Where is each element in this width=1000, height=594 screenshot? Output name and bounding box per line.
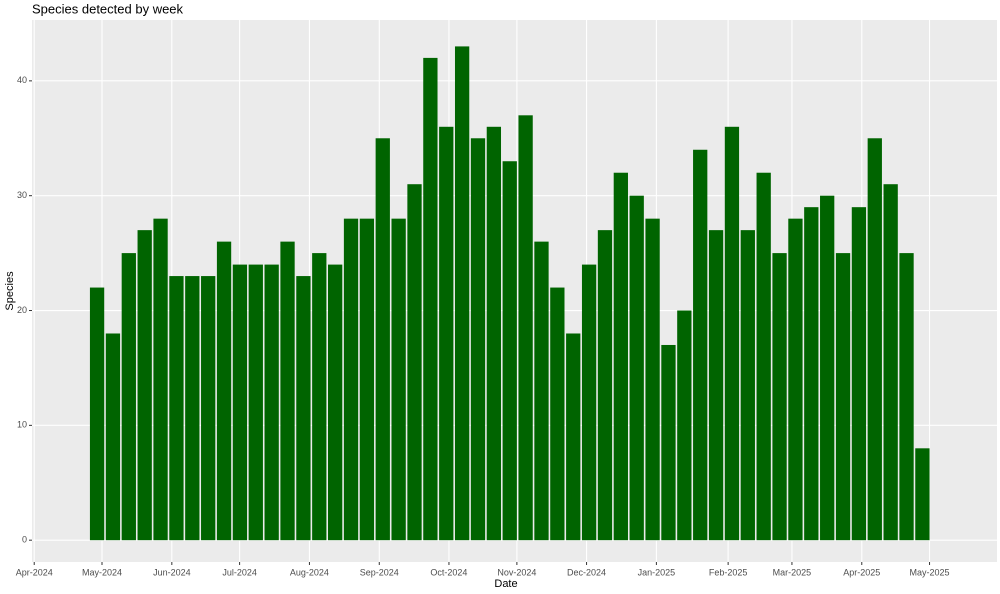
bar <box>454 46 470 541</box>
bar <box>502 161 517 541</box>
bar <box>296 276 311 541</box>
y-tick-label: 30 <box>17 190 27 200</box>
x-tick-label: Jan-2025 <box>638 567 676 577</box>
bar <box>312 253 327 541</box>
bar <box>835 253 851 541</box>
x-tick-label: Sep-2024 <box>360 567 399 577</box>
bar <box>486 126 502 541</box>
bar <box>788 218 803 541</box>
bar <box>661 344 676 541</box>
bar <box>518 115 533 541</box>
bar <box>201 276 216 541</box>
x-tick-label: Apr-2025 <box>843 567 880 577</box>
bar <box>232 264 248 541</box>
bar <box>280 241 295 541</box>
bar <box>820 195 835 541</box>
x-tick-label: Apr-2024 <box>16 567 53 577</box>
y-tick-label: 10 <box>17 420 27 430</box>
bar <box>439 126 454 541</box>
bar <box>407 184 422 541</box>
bar <box>899 253 914 541</box>
bar <box>248 264 263 541</box>
x-tick-label: May-2025 <box>910 567 950 577</box>
bar <box>629 195 644 541</box>
bar <box>375 138 390 541</box>
bar <box>613 172 628 541</box>
x-tick-label: Jun-2024 <box>153 567 191 577</box>
bar <box>328 264 343 541</box>
bar <box>708 230 724 541</box>
bar <box>470 138 486 541</box>
y-tick-label: 40 <box>17 75 27 85</box>
bar <box>121 253 136 541</box>
bar <box>883 184 898 541</box>
bar <box>137 230 152 541</box>
x-tick-label: Feb-2025 <box>709 567 748 577</box>
x-tick-label: Oct-2024 <box>430 567 467 577</box>
bar <box>772 253 787 541</box>
bar <box>534 241 549 541</box>
bar <box>740 230 755 541</box>
bar <box>804 207 819 541</box>
x-tick-label: Dec-2024 <box>567 567 606 577</box>
bar <box>645 218 660 541</box>
bar <box>185 276 200 541</box>
bar <box>566 333 581 541</box>
x-tick-label: Aug-2024 <box>290 567 329 577</box>
x-axis-title: Date <box>494 578 517 590</box>
bar <box>597 230 613 541</box>
bar <box>915 448 930 541</box>
chart-title: Species detected by week <box>32 1 184 16</box>
bar <box>756 172 771 541</box>
y-tick-label: 0 <box>22 535 27 545</box>
bar <box>423 57 438 541</box>
x-tick-label: May-2024 <box>82 567 122 577</box>
bar <box>169 276 184 541</box>
bar <box>851 207 867 541</box>
bar <box>89 287 105 541</box>
bar <box>105 333 121 541</box>
bar <box>391 218 406 541</box>
bar <box>677 310 692 541</box>
bar <box>264 264 279 541</box>
x-tick-label: Nov-2024 <box>497 567 536 577</box>
y-axis-title: Species <box>4 271 16 311</box>
bar <box>693 149 708 541</box>
bar <box>359 218 375 541</box>
bar <box>724 126 740 541</box>
x-tick-label: Jul-2024 <box>222 567 257 577</box>
y-tick-label: 20 <box>17 305 27 315</box>
bar <box>581 264 597 541</box>
bar <box>867 138 882 541</box>
x-tick-label: Mar-2025 <box>773 567 812 577</box>
bar <box>550 287 565 541</box>
bar <box>216 241 232 541</box>
bar <box>153 218 168 541</box>
bar <box>343 218 359 541</box>
